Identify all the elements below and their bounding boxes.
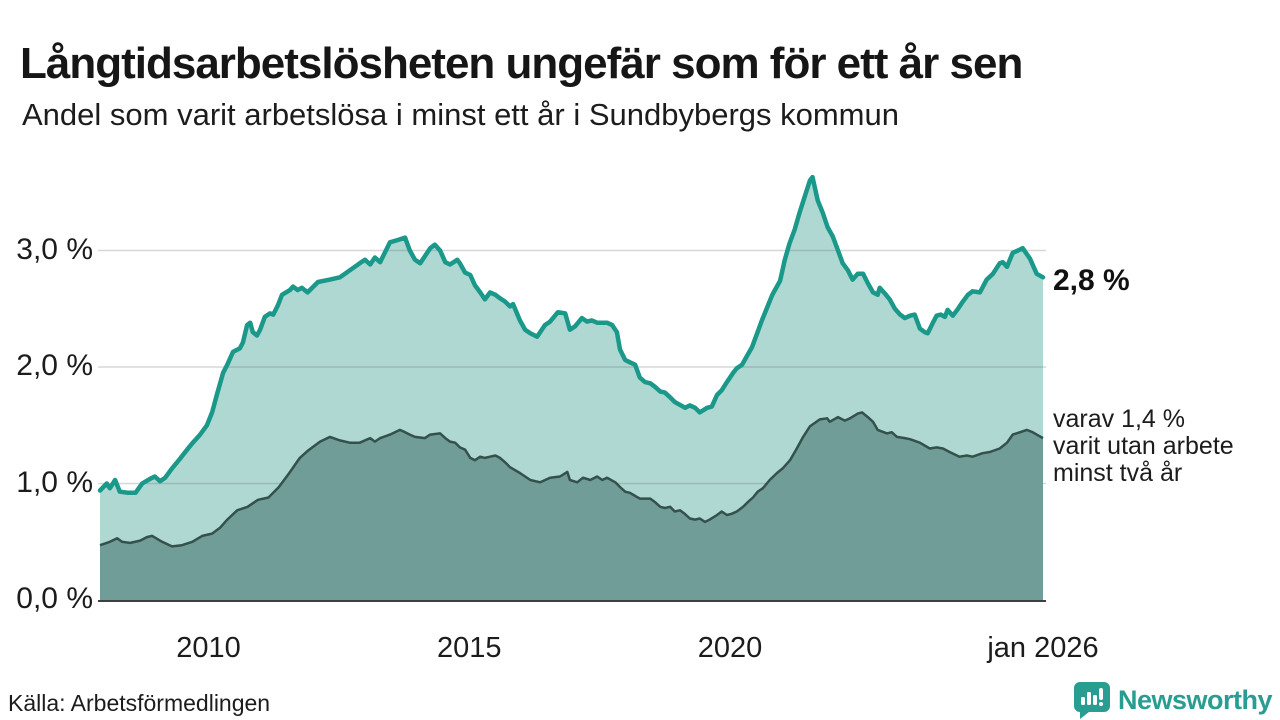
page-title: Långtidsarbetslösheten ungefär som för e…: [20, 39, 1023, 89]
annotation-line-1: varav 1,4 %: [1053, 405, 1186, 433]
annotation-line-3: minst två år: [1053, 459, 1183, 487]
two-year-series-line: [99, 411, 1044, 548]
page-subtitle: Andel som varit arbetslösa i minst ett å…: [22, 97, 899, 132]
latest-total-label: 2,8 %: [1053, 264, 1130, 297]
x-axis-tick-0: 2010: [176, 632, 241, 664]
brand-name: Newsworthy: [1117, 684, 1273, 715]
x-axis-tick-1: 2015: [437, 632, 502, 664]
two-year-series-area: [100, 412, 1043, 600]
total-series-line: [97, 174, 1046, 496]
y-axis-tick-3: 0,0 %: [16, 582, 93, 615]
secondary-series-annotation: varav 1,4 % varit utan arbete minst två …: [1053, 406, 1234, 487]
newsworthy-speech-bubble-chart-icon: [1073, 682, 1110, 719]
annotation-line-2: varit utan arbete: [1053, 432, 1234, 460]
brand-logo: Newsworthy: [1073, 681, 1273, 719]
y-axis-tick-0: 3,0 %: [16, 232, 93, 266]
x-axis-tick-3: jan 2026: [987, 632, 1099, 664]
source-credit: Källa: Arbetsförmedlingen: [8, 690, 271, 716]
y-axis-tick-2: 1,0 %: [16, 465, 93, 499]
x-axis-tick-2: 2020: [697, 632, 763, 664]
y-axis-tick-1: 2,0 %: [16, 349, 93, 382]
